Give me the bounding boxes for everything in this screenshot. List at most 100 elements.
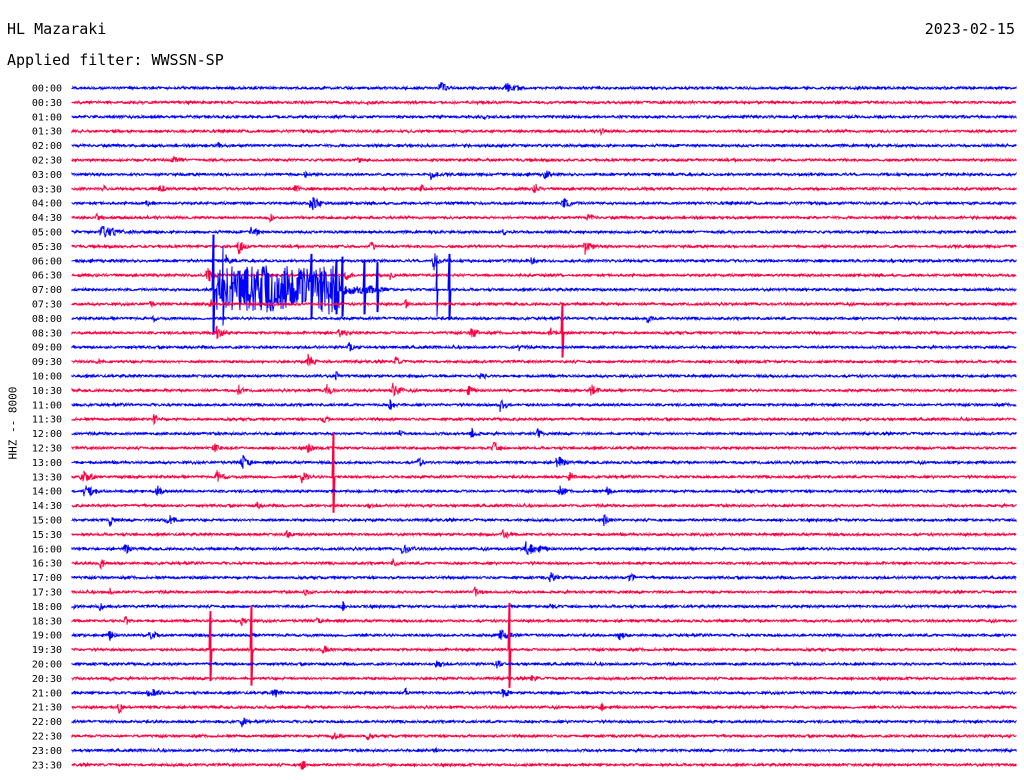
row-tick-label: 14:00	[32, 487, 62, 498]
row-tick-label: 13:30	[32, 472, 62, 483]
trace-row-0600	[71, 253, 1017, 271]
trace-row-1230	[71, 441, 1017, 454]
trace-row-2030	[71, 675, 1017, 683]
trace-row-2200	[71, 717, 1017, 728]
trace-row-1600	[71, 541, 1017, 556]
trace-row-0800	[71, 314, 1017, 324]
row-tick-label: 14:30	[32, 501, 62, 512]
trace-row-0900	[71, 341, 1017, 352]
row-tick-label: 09:00	[32, 343, 62, 354]
row-tick-label: 06:00	[32, 256, 62, 267]
trace-row-2130	[71, 701, 1017, 714]
row-tick-label: 15:30	[32, 530, 62, 541]
trace-row-0200	[71, 141, 1017, 149]
row-tick-label: 15:00	[32, 516, 62, 527]
row-tick-label: 17:00	[32, 573, 62, 584]
row-tick-label: 03:00	[32, 170, 62, 181]
row-tick-label: 08:00	[32, 314, 62, 325]
trace-row-1700	[71, 572, 1017, 583]
row-tick-label: 12:00	[32, 429, 62, 440]
row-tick-label: 23:30	[32, 760, 62, 771]
trace-row-1200	[71, 427, 1017, 438]
row-tick-label: 03:30	[32, 184, 62, 195]
trace-row-1000	[71, 371, 1017, 381]
row-tick-label: 16:00	[32, 544, 62, 555]
trace-row-0030	[71, 99, 1017, 106]
row-tick-label: 01:00	[32, 112, 62, 123]
row-tick-label: 04:30	[32, 213, 62, 224]
trace-row-1500	[71, 514, 1017, 527]
trace-group	[71, 82, 1017, 771]
trace-row-2000	[71, 660, 1017, 669]
trace-row-1300	[71, 454, 1017, 469]
trace-row-0930	[71, 353, 1017, 367]
row-tick-label: 21:00	[32, 688, 62, 699]
trace-row-0330	[71, 183, 1017, 193]
trace-row-0730	[71, 298, 1017, 309]
row-tick-label: 10:00	[32, 372, 62, 383]
trace-row-0230	[71, 155, 1017, 164]
row-tick-label: 06:30	[32, 271, 62, 282]
row-tick-label: 07:00	[32, 285, 62, 296]
row-tick-label: 10:30	[32, 386, 62, 397]
row-tick-label: 00:00	[32, 84, 62, 95]
row-tick-label: 05:00	[32, 228, 62, 239]
row-tick-label: 02:00	[32, 141, 62, 152]
trace-row-0100	[71, 113, 1017, 120]
row-tick-label: 04:00	[32, 199, 62, 210]
row-tick-label: 12:30	[32, 444, 62, 455]
row-tick-label: 07:30	[32, 300, 62, 311]
trace-row-1630	[71, 558, 1017, 571]
trace-row-2230	[71, 732, 1017, 741]
row-tick-label: 01:30	[32, 127, 62, 138]
trace-row-1730	[71, 586, 1017, 597]
tick-label-group: 00:00 00:30 01:00 01:30 02:00 02:30 03:00 03:30…	[32, 84, 62, 772]
trace-row-1900	[71, 629, 1017, 641]
trace-row-2100	[71, 687, 1017, 698]
trace-row-1400	[71, 485, 1017, 497]
trace-row-1100	[71, 398, 1017, 412]
trace-row-0630	[71, 267, 1017, 282]
row-tick-label: 19:00	[32, 631, 62, 642]
row-tick-label: 19:30	[32, 645, 62, 656]
row-tick-label: 22:30	[32, 732, 62, 743]
trace-row-2330	[71, 760, 1017, 771]
row-tick-label: 23:00	[32, 746, 62, 757]
trace-row-0830	[71, 302, 1017, 358]
trace-row-1830	[71, 615, 1017, 627]
row-tick-label: 20:30	[32, 674, 62, 685]
row-tick-label: 18:30	[32, 616, 62, 627]
trace-row-1130	[71, 413, 1017, 426]
trace-row-1800	[71, 601, 1017, 612]
trace-row-0500	[71, 225, 1017, 238]
filter-label: Applied filter: WWSSN-SP	[7, 51, 224, 69]
row-tick-label: 05:30	[32, 242, 62, 253]
row-tick-label: 18:00	[32, 602, 62, 613]
trace-row-0130	[71, 128, 1017, 137]
trace-row-1930	[71, 602, 1017, 688]
row-tick-label: 00:30	[32, 98, 62, 109]
row-tick-label: 11:30	[32, 415, 62, 426]
row-tick-label: 13:00	[32, 458, 62, 469]
row-tick-label: 09:30	[32, 357, 62, 368]
trace-row-0430	[71, 212, 1017, 224]
row-tick-label: 20:00	[32, 660, 62, 671]
row-tick-label: 16:30	[32, 559, 62, 570]
trace-row-0530	[71, 240, 1017, 255]
row-tick-label: 17:30	[32, 588, 62, 599]
trace-row-1030	[71, 382, 1017, 397]
trace-row-1330	[71, 432, 1017, 513]
row-tick-label: 21:30	[32, 703, 62, 714]
trace-row-0400	[71, 197, 1017, 211]
station-title: HL Mazaraki	[7, 20, 107, 38]
trace-row-1430	[71, 501, 1017, 510]
plot-date: 2023-02-15	[924, 20, 1015, 38]
trace-row-0700	[71, 234, 1017, 335]
row-tick-label: 02:30	[32, 156, 62, 167]
trace-row-2300	[71, 746, 1017, 754]
trace-row-0300	[71, 170, 1017, 181]
row-tick-label: 08:30	[32, 328, 62, 339]
row-tick-label: 22:00	[32, 717, 62, 728]
trace-row-0000	[71, 82, 1017, 93]
